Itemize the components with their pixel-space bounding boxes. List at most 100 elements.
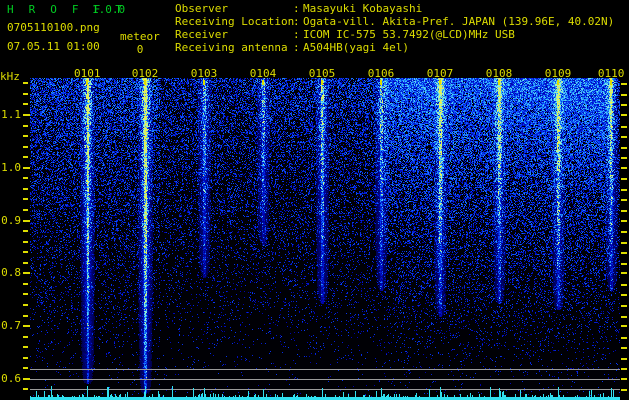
y-axis-minor-tick bbox=[23, 198, 28, 201]
y-axis-minor-tick bbox=[23, 135, 28, 138]
station-info-value: Masayuki Kobayashi bbox=[303, 2, 423, 15]
station-info-row: Receiver: ICOM IC-575 53.7492(@LCD)MHz US… bbox=[175, 28, 614, 41]
station-info-value: ICOM IC-575 53.7492(@LCD)MHz USB bbox=[303, 28, 515, 41]
y-axis-tick bbox=[23, 377, 30, 380]
y-axis-minor-tick bbox=[23, 293, 28, 296]
y-axis-minor-tick bbox=[23, 230, 28, 233]
y-axis-minor-tick bbox=[23, 282, 28, 285]
right-axis-minor-tick bbox=[621, 231, 627, 234]
station-info-separator: : bbox=[293, 2, 300, 15]
y-axis-minor-tick bbox=[23, 124, 28, 127]
right-axis-minor-tick bbox=[621, 188, 627, 191]
right-axis-minor-tick bbox=[621, 178, 627, 181]
station-info-key: Receiver bbox=[175, 28, 228, 41]
right-axis-minor-tick bbox=[621, 93, 627, 96]
y-axis-tick-label: 1.0 bbox=[1, 160, 21, 174]
baseline-rule bbox=[30, 369, 620, 370]
y-axis-minor-tick bbox=[23, 356, 28, 359]
station-info-separator: : bbox=[293, 41, 300, 54]
capture-datetime: 07.05.11 01:00 bbox=[7, 40, 100, 53]
y-axis-minor-tick bbox=[23, 261, 28, 264]
y-axis-minor-tick bbox=[23, 156, 28, 159]
y-axis-minor-tick bbox=[23, 388, 28, 391]
right-axis-minor-tick bbox=[621, 347, 627, 350]
right-axis-minor-tick bbox=[621, 104, 627, 107]
y-axis-minor-tick bbox=[23, 177, 28, 180]
spectrogram-canvas bbox=[30, 78, 620, 400]
right-axis-minor-tick bbox=[621, 209, 627, 212]
y-axis-minor-tick bbox=[23, 346, 28, 349]
amplitude-strip bbox=[30, 386, 620, 400]
spectrogram-image bbox=[30, 78, 620, 400]
capture-filename: 0705110100.png bbox=[7, 21, 100, 34]
right-axis-minor-tick bbox=[621, 304, 627, 307]
y-axis-minor-tick bbox=[23, 303, 28, 306]
baseline-rule bbox=[30, 379, 620, 380]
right-axis-minor-tick bbox=[621, 262, 627, 265]
y-axis-minor-tick bbox=[23, 103, 28, 106]
spectrogram-panel bbox=[0, 68, 629, 400]
station-info-separator: : bbox=[293, 15, 300, 28]
right-axis-tick bbox=[621, 272, 627, 275]
right-axis-minor-tick bbox=[621, 136, 627, 139]
right-axis-minor-tick bbox=[621, 83, 627, 86]
y-axis-tick bbox=[23, 113, 30, 116]
right-axis-tick bbox=[621, 113, 627, 116]
station-info-row: Observer: Masayuki Kobayashi bbox=[175, 2, 614, 15]
right-axis-minor-tick bbox=[621, 146, 627, 149]
header-panel: H R O F F T 1.0.0 0705110100.png 07.05.1… bbox=[0, 0, 629, 68]
station-info-key: Receiving antenna bbox=[175, 41, 288, 54]
y-axis-tick-label: 0.9 bbox=[1, 213, 21, 227]
right-axis-tick bbox=[621, 377, 627, 380]
right-axis-minor-tick bbox=[621, 241, 627, 244]
station-info-value: A504HB(yagi 4el) bbox=[303, 41, 409, 54]
y-axis-minor-tick bbox=[23, 367, 28, 370]
y-axis-tick-label: 0.7 bbox=[1, 319, 21, 333]
y-axis-tick bbox=[23, 272, 30, 275]
y-axis-minor-tick bbox=[23, 187, 28, 190]
station-info-separator: : bbox=[293, 28, 300, 41]
right-axis-minor-tick bbox=[621, 252, 627, 255]
station-info-value: Ogata-vill. Akita-Pref. JAPAN (139.96E, … bbox=[303, 15, 615, 28]
y-axis-tick-label: 0.8 bbox=[1, 266, 21, 280]
right-axis-minor-tick bbox=[621, 336, 627, 339]
y-axis-minor-tick bbox=[23, 82, 28, 85]
right-axis-minor-tick bbox=[621, 294, 627, 297]
app-version: 1.0.0 bbox=[92, 3, 126, 16]
y-axis-unit-label: kHz bbox=[0, 70, 20, 83]
y-axis-minor-tick bbox=[23, 314, 28, 317]
y-axis: kHz 1.1 1.0 0.9 0.8 0.7 0.6 bbox=[0, 68, 30, 400]
station-info-key: Receiving Location bbox=[175, 15, 295, 28]
y-axis-tick bbox=[23, 166, 30, 169]
app-title: H R O F F T bbox=[7, 3, 127, 16]
y-axis-minor-tick bbox=[23, 240, 28, 243]
right-axis-minor-tick bbox=[621, 125, 627, 128]
y-axis-tick-label: 0.6 bbox=[1, 371, 21, 385]
y-axis-tick-label: 1.1 bbox=[1, 107, 21, 121]
y-axis-minor-tick bbox=[23, 251, 28, 254]
station-info-row: Receiving antenna: A504HB(yagi 4el) bbox=[175, 41, 614, 54]
meteor-count-label: meteor bbox=[120, 30, 160, 43]
right-axis-minor-tick bbox=[621, 199, 627, 202]
station-info-key: Observer bbox=[175, 2, 228, 15]
right-axis-minor-tick bbox=[621, 389, 627, 392]
right-axis-minor-tick bbox=[621, 315, 627, 318]
y-axis-minor-tick bbox=[23, 145, 28, 148]
y-axis-tick bbox=[23, 219, 30, 222]
right-axis-tick bbox=[621, 325, 627, 328]
amplitude-canvas bbox=[30, 386, 620, 400]
meteor-count-value: 0 bbox=[136, 43, 144, 56]
y-axis-minor-tick bbox=[23, 208, 28, 211]
y-axis-minor-tick bbox=[23, 335, 28, 338]
station-info-block: Observer: Masayuki Kobayashi Receiving Loc… bbox=[175, 2, 614, 54]
y-axis-minor-tick bbox=[23, 92, 28, 95]
right-axis-tick bbox=[621, 219, 627, 222]
right-axis-tick bbox=[621, 166, 627, 169]
right-axis-minor-tick bbox=[621, 357, 627, 360]
right-axis-minor-tick bbox=[621, 283, 627, 286]
station-info-row: Receiving Location: Ogata-vill. Akita-Pre… bbox=[175, 15, 614, 28]
right-axis-minor-tick bbox=[621, 157, 627, 160]
right-axis-minor-tick bbox=[621, 368, 627, 371]
y-axis-tick bbox=[23, 325, 30, 328]
